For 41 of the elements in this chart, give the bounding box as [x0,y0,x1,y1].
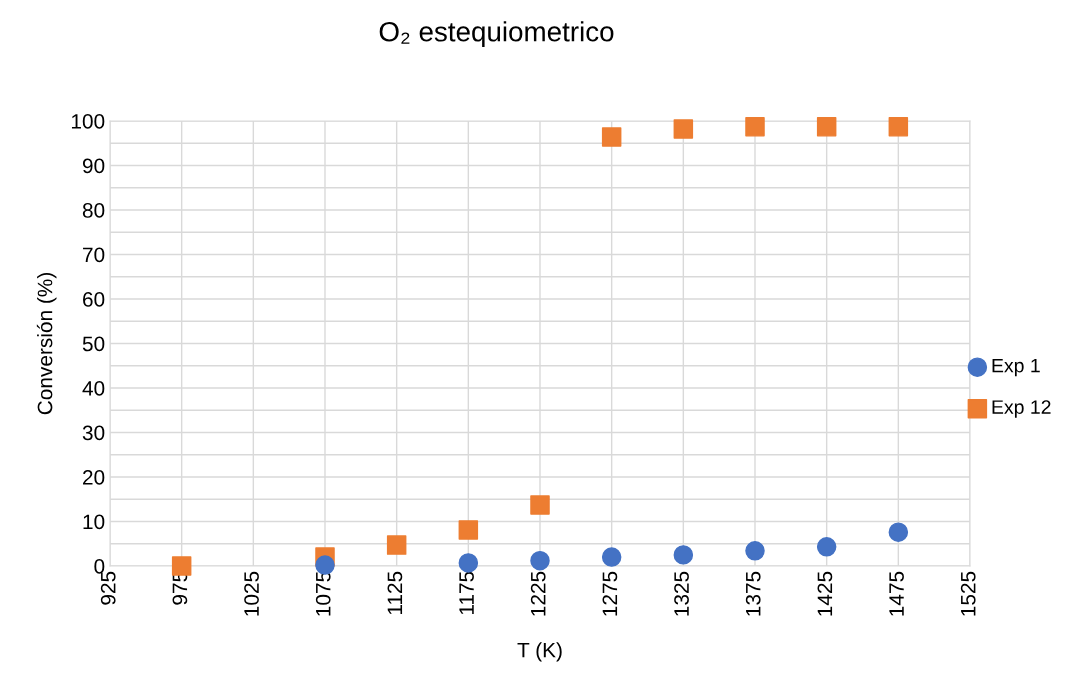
x-tick-label: 1525 [960,571,976,616]
y-tick-label: 30 [82,425,105,441]
point [530,495,550,515]
x-tick-label: 1275 [602,571,618,616]
legend-label: Exp 12 [992,400,1051,418]
y-tick-label: 70 [83,247,105,263]
x-tick-label: 1375 [745,571,761,616]
point [745,117,765,137]
y-axis-title: Conversión (%) [36,273,57,415]
point [601,547,622,567]
x-axis-title: T (K) [517,642,562,662]
point [888,117,909,137]
y-tick-label: 80 [82,203,105,218]
legend-label: Exp 1 [992,358,1040,377]
point [816,537,837,557]
x-tick-label: 1425 [817,571,833,616]
point [458,520,479,540]
y-tick-label: 20 [83,470,105,485]
x-tick-label: 1025 [244,571,259,616]
point [171,556,192,576]
x-tick-label: 1175 [459,571,474,615]
x-tick-label: 1475 [889,571,904,616]
point [458,553,479,573]
point [386,535,407,555]
x-tick-label: 1125 [387,571,403,615]
point [745,541,765,561]
y-tick-label: 10 [83,514,105,530]
x-tick-label: 1325 [674,571,689,616]
point [816,117,837,137]
y-tick-label: 50 [82,336,105,352]
y-tick-label: 90 [82,158,105,174]
y-tick-label: 100 [71,114,105,129]
point [601,127,622,147]
y-tick-label: 60 [83,292,105,307]
point [673,545,694,565]
y-tick-label: 40 [82,381,105,396]
point [673,119,694,139]
point [530,550,550,571]
x-tick-label: 1225 [530,571,546,616]
point [888,522,909,542]
chart-title: O₂ estequiometrico [379,21,614,48]
